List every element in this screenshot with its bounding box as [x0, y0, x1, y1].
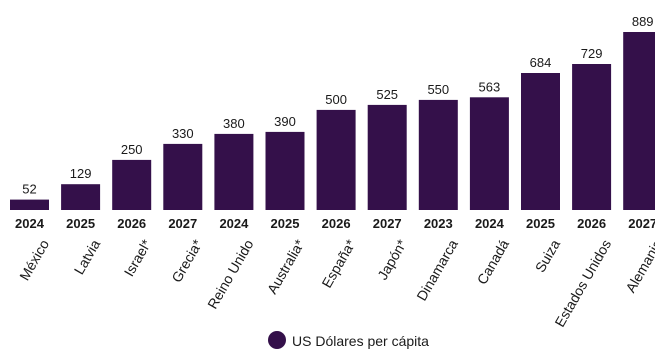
category-label-10: Suiza: [532, 237, 563, 276]
year-label-0: 2024: [15, 216, 45, 231]
bar-value-label-9: 563: [479, 79, 501, 94]
year-label-12: 2027: [628, 216, 655, 231]
category-label-11: Estados Unidos: [551, 237, 614, 330]
year-label-1: 2025: [66, 216, 95, 231]
year-label-8: 2023: [424, 216, 453, 231]
bar-value-label-7: 525: [376, 87, 398, 102]
year-label-10: 2025: [526, 216, 555, 231]
bar-3: [163, 144, 202, 210]
legend-swatch: [268, 331, 286, 349]
category-label-9: Canadá: [474, 237, 512, 288]
category-label-7: Japón*: [374, 236, 410, 282]
category-labels-group: México Latvia Israel* Grecia*Reino Unido Aus…: [16, 236, 655, 329]
category-label-1: Latvia: [71, 237, 104, 278]
year-label-6: 2026: [322, 216, 351, 231]
year-label-4: 2024: [219, 216, 249, 231]
legend-label: US Dólares per cápita: [292, 333, 429, 349]
bar-value-label-8: 550: [427, 82, 449, 97]
bars-group: [10, 32, 655, 210]
bar-value-label-0: 52: [22, 182, 36, 197]
year-label-11: 2026: [577, 216, 606, 231]
bar-value-label-6: 500: [325, 92, 347, 107]
bar-value-label-11: 729: [581, 46, 603, 61]
bar-value-label-3: 330: [172, 126, 194, 141]
category-label-12: Alemania: [622, 237, 655, 296]
bar-11: [572, 64, 611, 210]
year-label-7: 2027: [373, 216, 402, 231]
bar-value-label-4: 380: [223, 116, 245, 131]
bar-7: [368, 105, 407, 210]
year-labels-group: 2024 2025 2026 2027 2024 2025 2026 2027 2023 2024…: [15, 216, 655, 231]
bar-10: [521, 73, 560, 210]
category-label-3: Grecia*: [168, 236, 205, 285]
bar-1: [61, 184, 100, 210]
bar-12: [623, 32, 655, 210]
category-label-6: España*: [318, 236, 359, 290]
bar-5: [266, 132, 305, 210]
year-label-2: 2026: [117, 216, 146, 231]
bar-value-label-2: 250: [121, 142, 143, 157]
bar-value-label-5: 390: [274, 114, 296, 129]
bar-value-label-1: 129: [70, 166, 92, 181]
year-label-5: 2025: [271, 216, 300, 231]
bar-8: [419, 100, 458, 210]
legend: US Dólares per cápita: [268, 331, 429, 349]
bar-value-label-12: 889: [632, 14, 654, 29]
bar-6: [317, 110, 356, 210]
category-label-4: Reino Unido: [204, 237, 256, 312]
bar-9: [470, 97, 509, 210]
year-label-9: 2024: [475, 216, 505, 231]
category-label-2: Israel*: [121, 236, 155, 279]
bar-4: [214, 134, 253, 210]
category-label-5: Australia*: [264, 236, 308, 296]
category-label-0: México: [16, 237, 52, 284]
bar-2: [112, 160, 151, 210]
bar-0: [10, 200, 49, 210]
year-label-3: 2027: [168, 216, 197, 231]
category-label-8: Dinamarca: [413, 237, 461, 304]
bar-value-label-10: 684: [530, 55, 552, 70]
